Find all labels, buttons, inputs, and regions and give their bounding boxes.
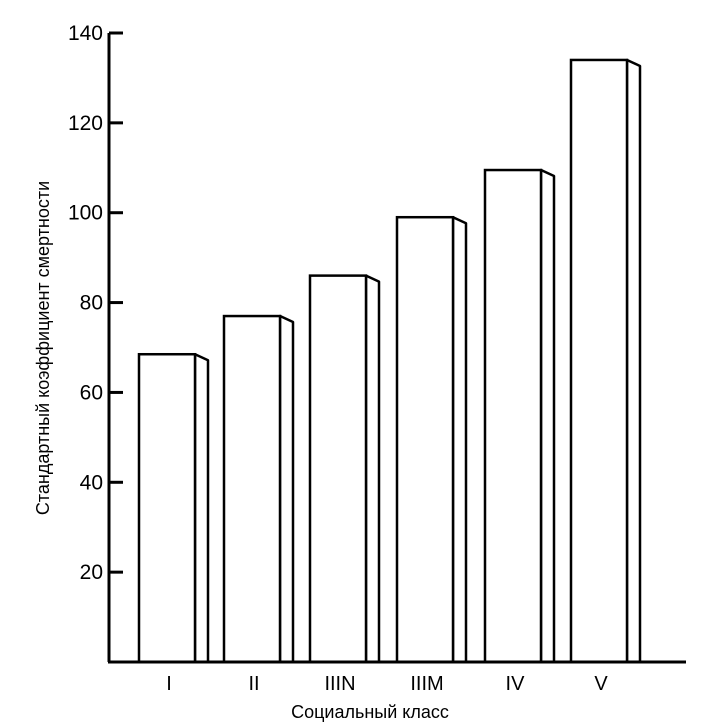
bar-front-face — [569, 58, 629, 664]
bar-i — [137, 352, 210, 664]
bar-side-face — [193, 352, 210, 664]
bars-group — [137, 58, 642, 664]
bar-side-face — [539, 168, 556, 664]
x-tick-label: IIIM — [410, 673, 443, 695]
y-tick-label: 60 — [80, 381, 103, 404]
bar-front-face — [137, 352, 197, 664]
bar-side-face — [278, 314, 295, 664]
x-tick-labels-group: I II IIIN IIIM IV V — [166, 673, 608, 695]
axes-group — [107, 33, 686, 664]
y-tick-label: 100 — [68, 202, 103, 225]
bar-iv — [483, 168, 556, 664]
x-tick-label: II — [248, 673, 259, 695]
x-tick-label: IV — [506, 673, 526, 695]
y-tick-label: 80 — [80, 292, 103, 315]
bar-ii — [222, 314, 295, 664]
y-tick-label: 140 — [68, 22, 103, 45]
bar-front-face — [308, 274, 368, 664]
y-tick-label: 120 — [68, 112, 103, 135]
bar-front-face — [222, 314, 282, 664]
y-ticks-group: 20 40 60 80 100 120 140 — [68, 22, 123, 584]
bar-v — [569, 58, 642, 664]
bar-front-face — [395, 215, 455, 664]
y-tick-label: 20 — [80, 561, 103, 584]
bar-front-face — [483, 168, 543, 664]
bar-side-face — [451, 215, 468, 664]
bar-side-face — [364, 274, 381, 664]
bar-iiim — [395, 215, 468, 664]
y-axis-title: Стандартный коэффициент смертности — [33, 181, 53, 515]
x-tick-label: IIIN — [324, 673, 355, 695]
bar-side-face — [625, 58, 642, 664]
y-tick-label: 40 — [80, 471, 103, 494]
bar-iiin — [308, 274, 381, 664]
x-tick-label: V — [594, 673, 608, 695]
x-tick-label: I — [166, 673, 172, 695]
x-axis-title: Социальный класс — [291, 702, 449, 722]
